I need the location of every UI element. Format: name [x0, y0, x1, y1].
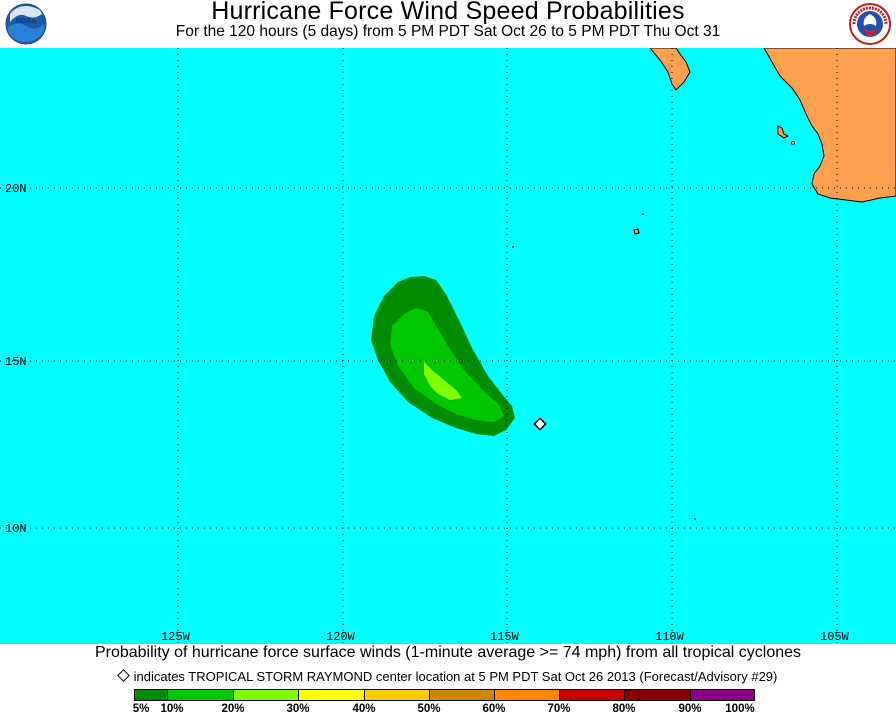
legend-color-bar	[134, 689, 755, 701]
probability-map: 20N 15N 10N 125W 120W 115W 110W 105W	[0, 47, 896, 644]
legend-label: 40%	[352, 703, 376, 715]
island-tres-marias	[777, 125, 790, 139]
land-baja	[648, 47, 691, 91]
legend-label: 80%	[612, 703, 636, 715]
contour-20-30pct	[424, 362, 462, 400]
map-caption: Probability of hurricane force surface w…	[94, 644, 802, 661]
lat-label-20n: 20N	[5, 182, 27, 196]
lat-label-15n: 15N	[5, 355, 27, 369]
legend-label: 5%	[132, 703, 150, 715]
lat-label-10n: 10N	[5, 522, 27, 536]
map-canvas: 20N 15N 10N 125W 120W 115W 110W 105W	[0, 47, 896, 644]
lon-label-115w: 115W	[490, 630, 520, 644]
lon-label-110w: 110W	[655, 630, 685, 644]
footer: Probability of hurricane force surface w…	[0, 644, 896, 716]
legend-label: 20%	[221, 703, 245, 715]
legend-label: 30%	[286, 703, 310, 715]
legend-label: 10%	[160, 703, 184, 715]
nws-logo	[849, 3, 891, 45]
diamond-icon	[533, 417, 547, 431]
legend-swatch	[690, 689, 755, 701]
island-socorro	[633, 228, 640, 235]
contour-10-20pct	[390, 308, 504, 422]
legend-label: 50%	[417, 703, 441, 715]
legend-swatch	[167, 689, 234, 701]
legend-label: 70%	[547, 703, 571, 715]
legend-label: 60%	[482, 703, 506, 715]
legend-swatch	[298, 689, 365, 701]
header: NOAA Hurricane Force Wind Speed Probabil…	[0, 0, 896, 48]
page-subtitle: For the 120 hours (5 days) from 5 PM PDT…	[175, 23, 721, 40]
noaa-logo: NOAA	[5, 3, 47, 45]
legend-swatch	[494, 689, 560, 701]
legend-swatch	[624, 689, 691, 701]
lon-label-125w: 125W	[161, 630, 191, 644]
island-roca-partida	[512, 246, 514, 248]
page-title: Hurricane Force Wind Speed Probabilities	[211, 0, 685, 25]
legend-swatch	[429, 689, 495, 701]
legend-swatch	[559, 689, 625, 701]
legend-label: 100%	[725, 703, 755, 715]
storm-note-text: indicates TROPICAL STORM RAYMOND center …	[133, 669, 778, 684]
svg-text:NOAA: NOAA	[16, 18, 37, 25]
island-small	[791, 141, 795, 145]
legend-swatch	[233, 689, 299, 701]
island-san-benedicto	[642, 213, 644, 215]
legend-label: 90%	[678, 703, 702, 715]
lon-label-105w: 105W	[820, 630, 850, 644]
legend-swatch	[134, 689, 168, 701]
lon-label-120w: 120W	[326, 630, 356, 644]
diamond-icon	[116, 669, 130, 682]
island-clarion-dot	[694, 518, 696, 520]
storm-note: indicates TROPICAL STORM RAYMOND center …	[0, 669, 896, 684]
land-mexico	[763, 47, 896, 203]
legend-swatch	[364, 689, 430, 701]
